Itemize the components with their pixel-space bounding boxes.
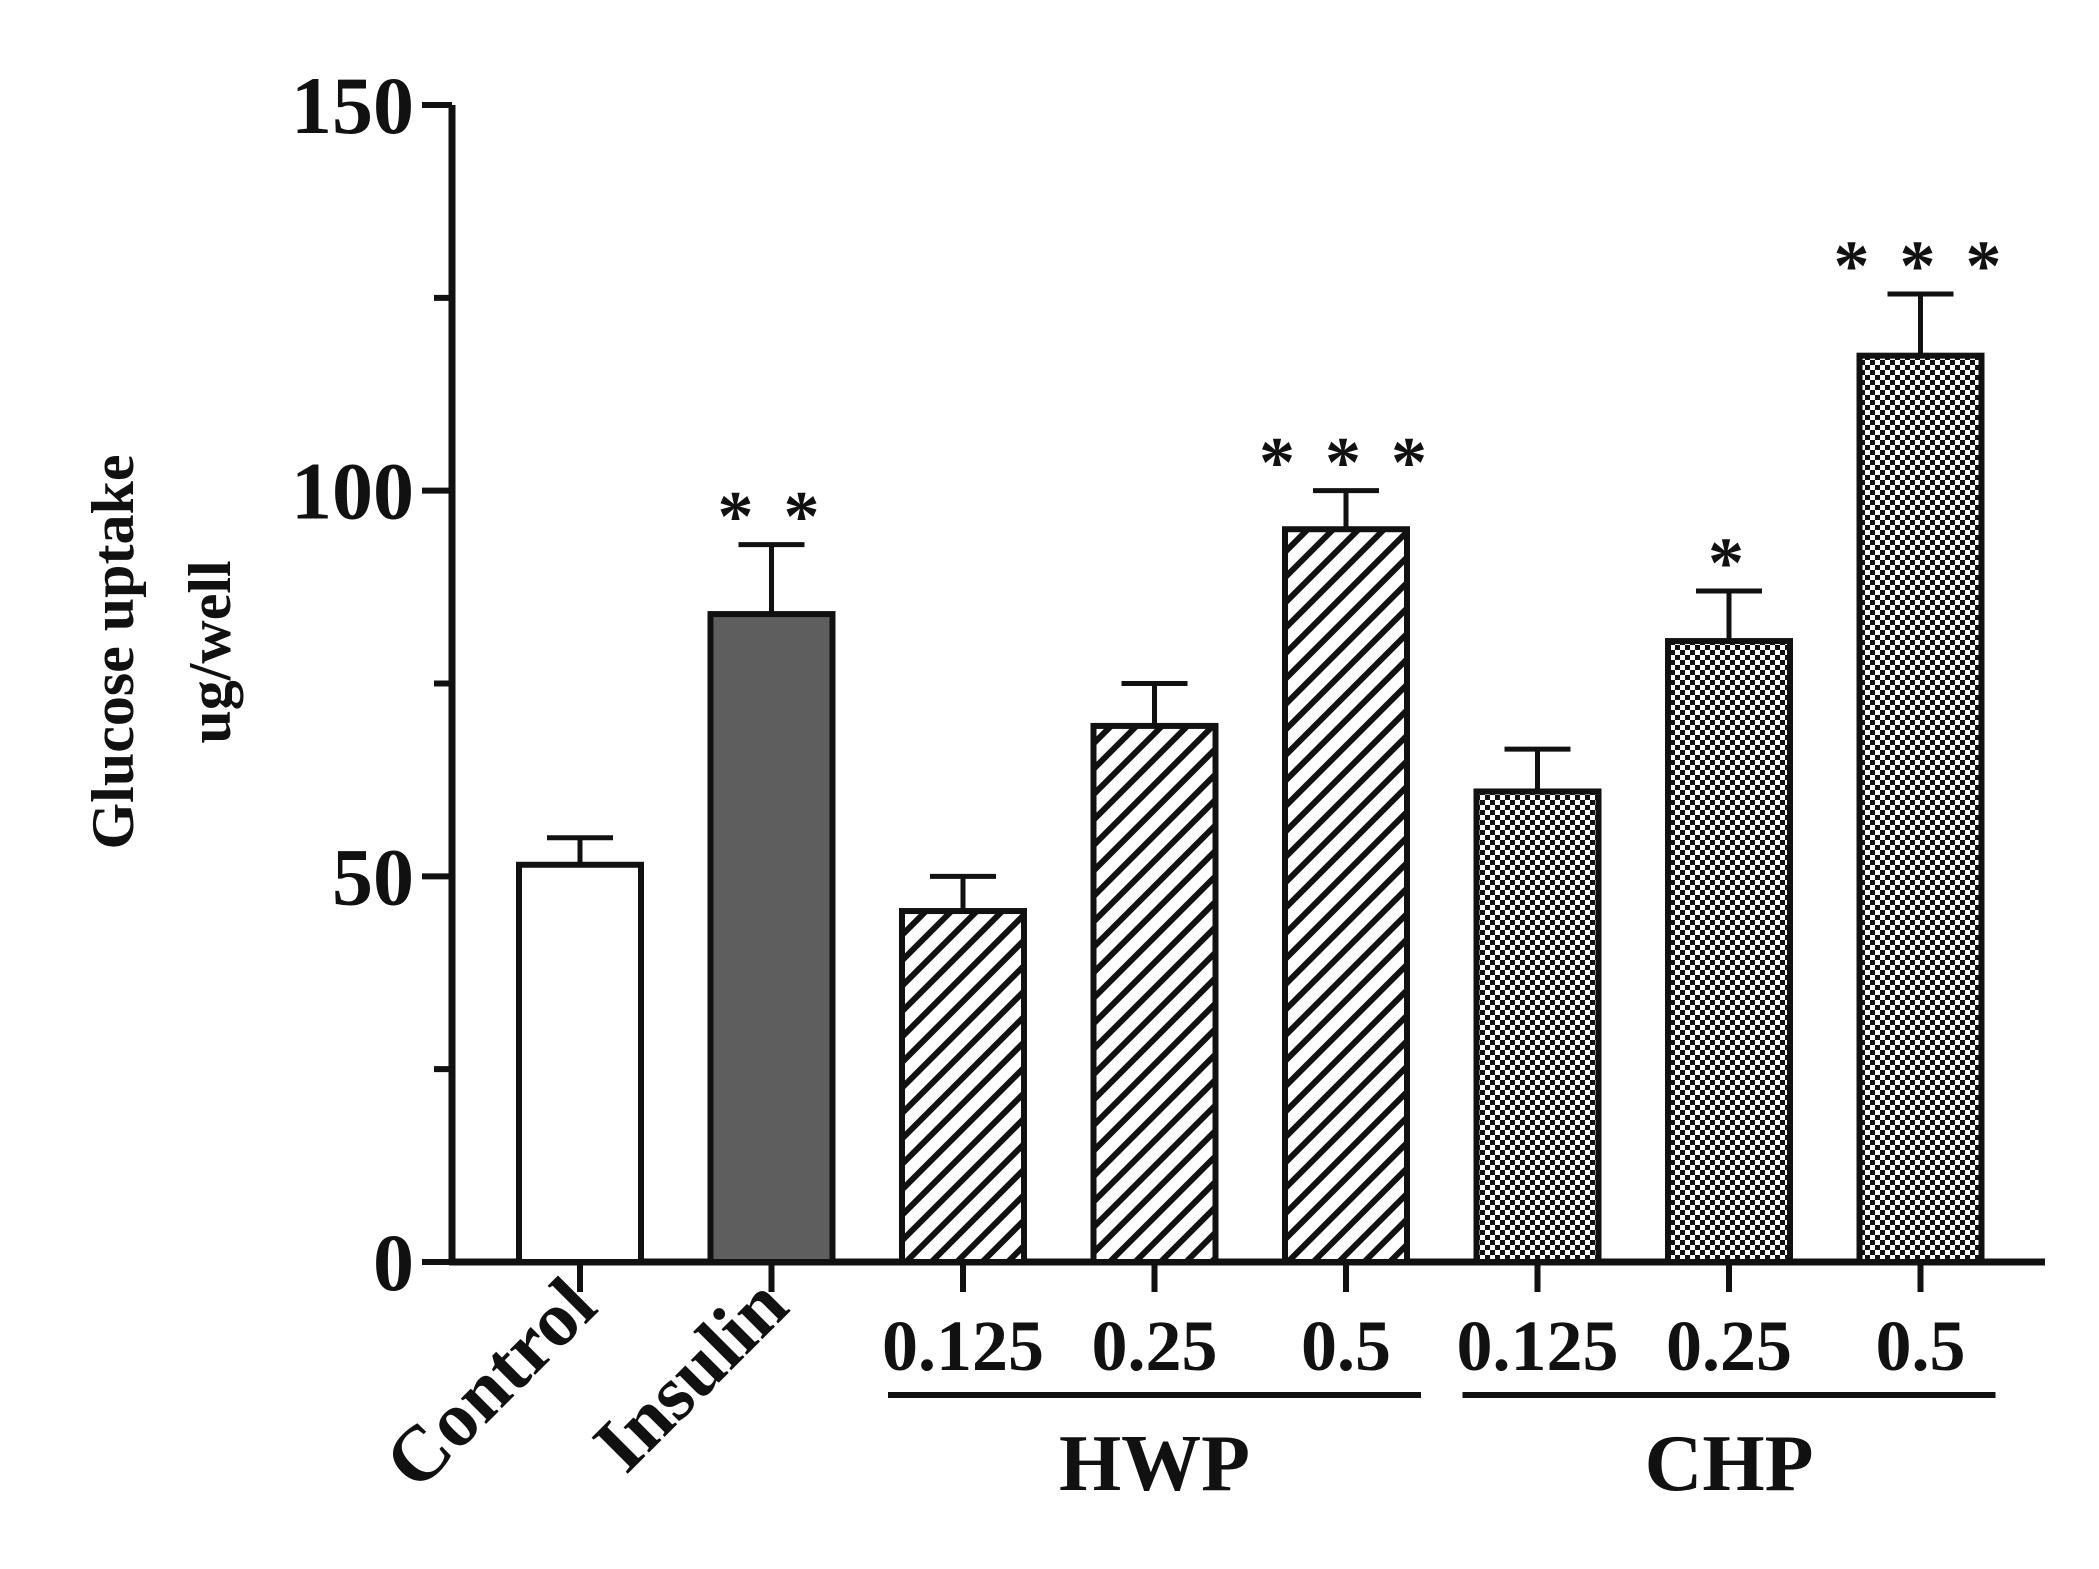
y-tick-label: 150: [291, 60, 414, 151]
y-axis-label: Glucose uptake: [80, 454, 146, 849]
y-ticks: 0 50 100 150: [291, 60, 452, 1308]
bar: [516, 861, 644, 1265]
y-tick-label: 0: [373, 1217, 414, 1308]
y-axis-unit-label: ug/well: [177, 560, 243, 743]
x-tick-label: Insulin: [576, 1261, 803, 1488]
axes: [448, 105, 2045, 1266]
bar: [1665, 638, 1793, 1265]
bar: [1473, 788, 1602, 1266]
significance-label: *: [1708, 523, 1750, 603]
significance-label: * * *: [1259, 423, 1433, 503]
bars: * * * * * * * * *: [516, 226, 2008, 1292]
x-tick-label: 0.5: [1876, 1306, 1966, 1386]
x-tick-label: 0.25: [1666, 1306, 1792, 1386]
group-label: HWP: [1059, 1420, 1250, 1508]
x-tick-label: 0.25: [1092, 1306, 1218, 1386]
y-tick-label: 100: [291, 446, 414, 537]
y-tick-label: 50: [332, 831, 414, 922]
bar: [1282, 526, 1410, 1265]
bar: [1090, 722, 1219, 1265]
bar: [1856, 352, 1985, 1265]
bar: [707, 611, 836, 1265]
group-brackets: HWP CHP: [888, 1392, 1996, 1508]
significance-label: * *: [718, 477, 826, 557]
significance-label: * * *: [1834, 226, 2008, 306]
bar: [899, 908, 1027, 1265]
y-axis-title: Glucose uptake ug/well: [80, 454, 243, 849]
x-tick-label: 0.5: [1301, 1306, 1391, 1386]
x-tick-label: 0.125: [882, 1306, 1044, 1386]
group-label: CHP: [1645, 1420, 1814, 1508]
x-tick-label: 0.125: [1457, 1306, 1619, 1386]
